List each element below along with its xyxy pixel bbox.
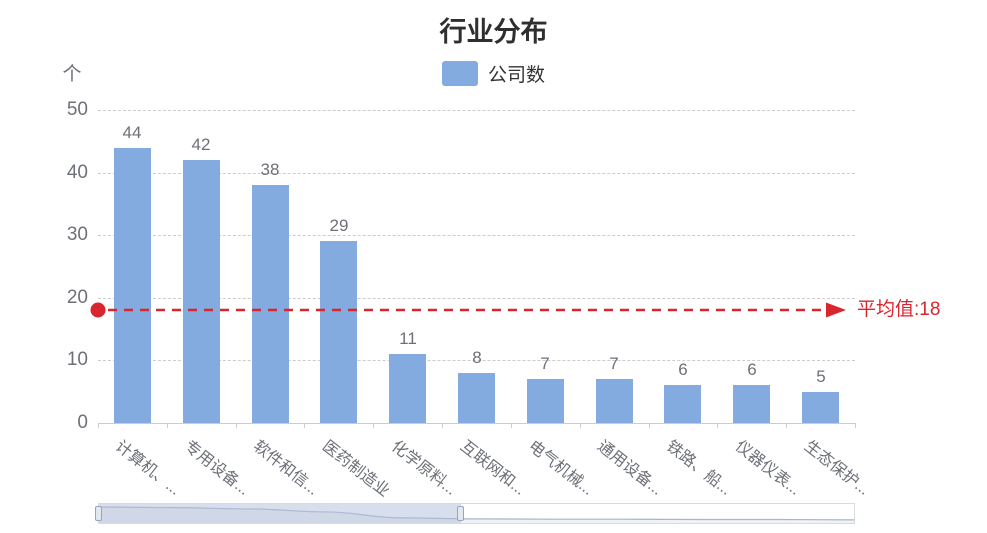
bar-value-label: 7 — [540, 354, 550, 373]
gridline — [98, 173, 855, 174]
x-axis-tick — [236, 423, 237, 428]
x-axis-category-label: 软件和信... — [249, 437, 322, 499]
bar-value-label: 5 — [816, 367, 826, 386]
x-axis-category-label: 医药制造业 — [318, 437, 393, 501]
data-zoom-right-handle[interactable] — [457, 506, 464, 521]
x-axis-tick — [304, 423, 305, 428]
bar[interactable] — [733, 385, 770, 423]
x-axis-category-label: 互联网和... — [456, 437, 529, 499]
bar-value-label: 6 — [747, 360, 757, 379]
x-axis-tick — [855, 423, 856, 428]
average-line-label: 平均值:18 — [857, 299, 941, 320]
bar[interactable] — [114, 148, 151, 423]
gridline — [98, 110, 855, 111]
data-zoom-slider[interactable] — [95, 503, 855, 524]
x-axis-tick — [167, 423, 168, 428]
y-axis-tick-label: 40 — [66, 162, 88, 183]
bar-value-label: 38 — [260, 160, 280, 179]
x-axis-category-label: 电气机械... — [524, 437, 597, 499]
bar-value-label: 7 — [609, 354, 619, 373]
bar[interactable] — [664, 385, 701, 423]
x-axis-category-label: 专用设备... — [180, 437, 253, 499]
bar-value-label: 11 — [399, 329, 417, 348]
x-axis-category-label: 化学原料... — [387, 437, 460, 499]
x-axis-category-label: 仪器仪表... — [731, 437, 804, 499]
x-axis-tick — [373, 423, 374, 428]
bar[interactable] — [458, 373, 495, 423]
legend: 公司数 — [0, 60, 987, 87]
bar-value-label: 44 — [122, 123, 142, 142]
bar-value-label: 6 — [678, 360, 688, 379]
legend-label: 公司数 — [487, 65, 545, 86]
x-axis-category-label: 铁路、船... — [662, 437, 735, 499]
legend-item-company-count[interactable]: 公司数 — [441, 60, 545, 87]
x-axis-tick — [717, 423, 718, 428]
gridline — [98, 360, 855, 361]
x-axis-tick — [786, 423, 787, 428]
y-axis-tick-label: 10 — [66, 349, 88, 370]
x-axis-tick — [580, 423, 581, 428]
x-axis-category-label: 计算机、... — [111, 437, 184, 499]
data-zoom-selected-range[interactable] — [99, 504, 461, 523]
x-axis-tick — [442, 423, 443, 428]
bar-value-label: 8 — [472, 348, 482, 367]
bar[interactable] — [183, 160, 220, 423]
bar[interactable] — [252, 185, 289, 423]
bar[interactable] — [389, 354, 426, 423]
bar[interactable] — [802, 392, 839, 423]
bar-value-label: 29 — [329, 216, 349, 235]
x-axis-category-label: 生态保护... — [800, 437, 873, 499]
bar-value-label: 42 — [191, 135, 211, 154]
bar[interactable] — [527, 379, 564, 423]
y-axis-unit-label: 个 — [62, 64, 82, 85]
x-axis-tick — [649, 423, 650, 428]
y-axis-tick-label: 50 — [66, 99, 88, 120]
bar[interactable] — [596, 379, 633, 423]
x-axis-tick — [511, 423, 512, 428]
chart-title: 行业分布 — [439, 17, 548, 47]
y-axis-tick-label: 0 — [77, 412, 88, 433]
bar[interactable] — [320, 241, 357, 423]
gridline — [98, 298, 855, 299]
legend-swatch-icon — [441, 61, 478, 86]
x-axis-category-label: 通用设备... — [593, 437, 666, 499]
x-axis-tick — [98, 423, 99, 428]
y-axis-tick-label: 20 — [66, 287, 88, 308]
gridline — [98, 235, 855, 236]
x-axis-line — [98, 423, 855, 424]
y-axis-tick-label: 30 — [66, 224, 88, 245]
data-zoom-left-handle[interactable] — [95, 506, 102, 521]
